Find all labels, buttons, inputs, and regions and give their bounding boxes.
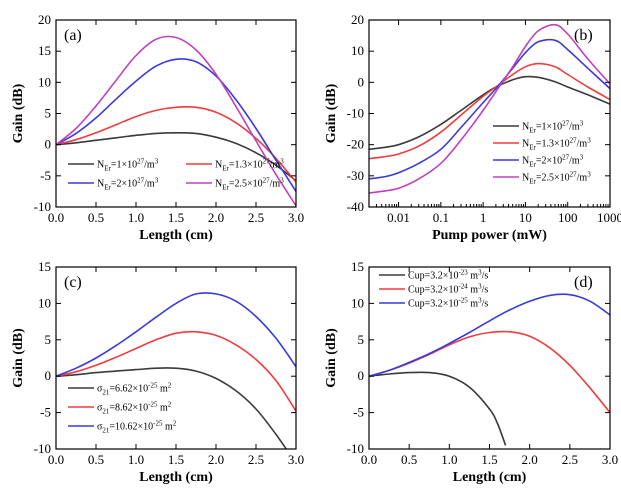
x-tick-label: 0.5 [88,210,104,225]
series-line-1 [56,367,288,449]
legend-label: NEr=1.3×1027/m3 [215,158,284,173]
x-tick-label: 0.0 [48,452,64,467]
x-tick-label: 1.5 [168,452,184,467]
y-axis-label: Gain (dB) [11,328,26,388]
x-tick-label: 1 [480,210,487,225]
series-line-2 [56,105,296,183]
y-tick-label: 5 [45,106,52,121]
y-tick-label: -5 [40,405,51,420]
panel-b: 0.01 0.1 1 10 100 1000 -40 -30 -20 -10 0 10 20 Pump p… [324,12,621,243]
x-tick-label: 2.0 [208,452,224,467]
y-tick-label: 0 [45,137,52,152]
x-tick-label: 1.5 [481,452,497,467]
y-axis-label: Gain (dB) [324,83,339,143]
x-tick-label: 3.0 [602,452,618,467]
x-tick-label: 1.5 [168,210,184,225]
series-line-2 [56,330,296,412]
x-tick-label: 0.0 [361,452,377,467]
series-line-3 [56,292,296,377]
x-tick-label: 0.1 [433,210,449,225]
y-axis-label: Gain (dB) [324,328,339,388]
y-tick-label: -20 [347,137,364,152]
legend-label: NEr=1×1027/m3 [97,158,159,173]
legend-label: NEr=2.5×1027/m3 [522,171,591,186]
series-line-3 [369,38,610,180]
x-tick-label: 3.0 [288,210,304,225]
y-tick-label: -5 [40,168,51,183]
panel-label: (c) [64,274,82,291]
legend-label: σ21=6.62×10-25 m2 [97,382,172,397]
x-tick-label: 1.0 [128,210,144,225]
y-tick-label: 10 [38,295,51,310]
x-tick-label: 100 [558,210,578,225]
y-tick-label: 0 [358,74,365,89]
panel-label: (d) [574,274,593,291]
x-axis-label: Length (cm) [453,470,527,485]
y-tick-label: -10 [347,106,364,121]
x-tick-label: 0.5 [401,452,417,467]
y-tick-label: 20 [38,12,51,27]
legend-label: NEr=1.3×1027/m3 [522,137,591,152]
y-tick-label: 15 [351,259,364,274]
x-axis-label: Length (cm) [139,228,213,243]
series-line-4 [56,35,296,207]
panel-c: 0.0 0.5 1.0 1.5 2.0 2.5 3.0 -10 -5 0 5 10 15 Length (… [11,259,304,485]
x-tick-label: 1.0 [441,452,457,467]
x-tick-label: 2.5 [248,210,264,225]
x-tick-label: 2.5 [562,452,578,467]
x-tick-label: 1000 [597,210,621,225]
y-tick-label: -10 [34,441,51,456]
y-tick-label: -40 [347,199,364,214]
panel-label: (a) [64,27,82,44]
x-tick-label: 2.5 [248,452,264,467]
legend-label: Cup=3.2×10-24 m3/s [408,283,488,296]
plot-frame [368,19,611,208]
x-tick-label: 10 [519,210,532,225]
x-axis-label: Length (cm) [139,470,213,485]
legend-label: NEr=2×1027/m3 [97,177,159,192]
y-tick-label: -10 [347,441,364,456]
y-tick-label: 5 [45,332,52,347]
legend-label: Cup=3.2×10-25 m3/s [408,297,488,310]
y-tick-label: -10 [34,199,51,214]
x-tick-label: 3.0 [288,452,304,467]
legend-label: NEr=2.5×1027/m3 [215,177,284,192]
legend-label: NEr=1×1027/m3 [522,120,584,135]
x-tick-label: 2.0 [522,452,538,467]
y-tick-label: 20 [351,12,364,27]
y-axis-label: Gain (dB) [11,83,26,143]
y-tick-label: 10 [351,43,364,58]
y-tick-label: -5 [353,405,364,420]
series-line-1 [56,131,296,182]
legend-label: σ21=8.62×10-25 m2 [97,401,172,416]
x-tick-label: 0.5 [88,452,104,467]
y-tick-label: 0 [45,368,52,383]
legend-label: σ21=10.62×10-25 m2 [97,420,177,435]
x-tick-label: 0.0 [48,210,64,225]
x-axis-label: Pump power (mW) [432,228,547,243]
y-tick-label: -30 [347,168,364,183]
y-tick-label: 15 [38,259,51,274]
y-tick-label: 10 [38,74,51,89]
x-tick-label: 2.0 [208,210,224,225]
series-line-3 [369,293,610,377]
panel-a: 0.0 0.5 1.0 1.5 2.0 2.5 3.0 -10 -5 0 5 10 15 20 Length… [11,12,304,243]
y-tick-label: 15 [38,43,51,58]
plot-frame [368,266,611,450]
legend-label: Cup=3.2×10-23 m3/s [408,269,488,282]
series-line-2 [369,62,610,160]
panel-d: 0.0 0.5 1.0 1.5 2.0 2.5 3.0 -10 -5 0 5 10 15 Length (… [324,259,618,485]
panel-label: (b) [574,27,593,44]
series-line-1 [369,371,507,446]
x-tick-label: 0.01 [387,210,410,225]
series-line-4 [369,23,610,194]
x-tick-label: 1.0 [128,452,144,467]
legend-label: NEr=2×1027/m3 [522,154,584,169]
series-line-3 [56,58,296,192]
y-tick-label: 10 [351,295,364,310]
y-tick-label: 0 [358,368,365,383]
y-tick-label: 5 [358,332,365,347]
